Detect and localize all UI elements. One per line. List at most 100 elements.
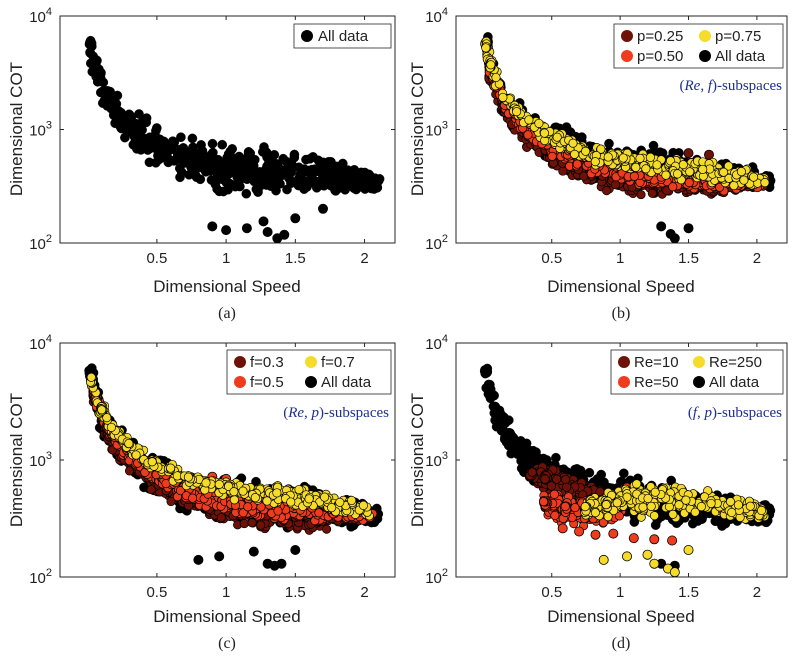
data-point <box>196 147 206 157</box>
data-point <box>516 456 526 466</box>
data-point <box>568 138 578 148</box>
data-point <box>358 500 368 510</box>
data-point <box>698 164 708 174</box>
legend-marker-p-0-75 <box>699 30 711 42</box>
data-point <box>313 180 323 191</box>
series-p-0-75 <box>480 36 770 191</box>
legend-label-f-0-5: f=0.5 <box>250 374 284 391</box>
data-point <box>539 128 550 138</box>
data-point <box>629 171 639 181</box>
data-point <box>151 123 162 133</box>
y-tick-label: 103 <box>29 450 52 470</box>
data-point <box>147 457 157 467</box>
data-point <box>188 493 198 503</box>
legend-label-f-0-7: f=0.7 <box>321 354 355 371</box>
data-point <box>749 172 759 182</box>
data-point <box>661 170 671 180</box>
data-point <box>509 441 520 452</box>
data-point <box>226 151 236 162</box>
x-tick-label: 1 <box>222 250 230 267</box>
legend-label-p-0-25: p=0.25 <box>637 28 683 45</box>
data-point <box>326 156 336 167</box>
data-point <box>736 167 746 177</box>
y-tick-label: 102 <box>29 233 52 253</box>
legend-marker-all-data <box>305 376 317 388</box>
legend-label-f-0-3: f=0.3 <box>250 354 284 371</box>
series-all-data <box>84 35 385 243</box>
data-point <box>210 179 221 189</box>
data-point <box>322 524 332 534</box>
outlier-point <box>290 213 301 224</box>
x-tick-label: 1.5 <box>678 250 699 267</box>
data-point <box>238 486 248 496</box>
data-point <box>342 174 352 184</box>
x-tick-label: 0.5 <box>146 250 167 267</box>
legend-label-all-data: All data <box>715 48 766 65</box>
y-tick-label: 103 <box>29 120 52 140</box>
legend-marker-f-0-3 <box>234 356 246 368</box>
outlier-point <box>221 225 232 236</box>
outlier-point <box>214 551 225 562</box>
data-point <box>282 184 292 195</box>
data-point <box>698 510 708 521</box>
outlier-point <box>656 221 667 232</box>
legend: All data <box>293 23 392 49</box>
data-point <box>486 60 496 70</box>
outlier-point <box>683 148 694 159</box>
data-point <box>356 167 367 178</box>
data-point <box>481 43 491 53</box>
data-point <box>684 178 694 188</box>
outlier-point <box>276 558 287 569</box>
data-point <box>235 181 245 192</box>
data-point <box>250 493 260 503</box>
data-point <box>205 166 216 176</box>
data-point <box>150 157 161 168</box>
data-point <box>261 150 272 161</box>
x-tick-label: 2 <box>360 584 368 601</box>
data-point <box>154 134 165 145</box>
data-point <box>317 163 328 173</box>
data-point <box>238 169 248 180</box>
y-axis-label: Dimensional COT <box>7 393 26 527</box>
data-point <box>214 479 224 489</box>
data-point <box>103 98 113 108</box>
data-point <box>300 176 311 187</box>
data-point <box>572 159 582 169</box>
data-point <box>760 178 770 188</box>
data-point <box>273 176 284 186</box>
data-point <box>304 494 314 504</box>
data-point <box>106 422 116 432</box>
legend-label-p-0-75: p=0.75 <box>715 28 761 45</box>
data-point <box>131 450 141 460</box>
data-point <box>650 520 661 530</box>
data-point <box>217 139 227 150</box>
legend-marker-p-0-25 <box>621 30 633 42</box>
data-point <box>522 448 532 458</box>
data-point <box>335 497 345 507</box>
data-point <box>195 174 206 185</box>
data-point <box>87 363 97 373</box>
legend-label-all-data: All data <box>318 28 369 45</box>
data-point <box>493 420 504 430</box>
data-point <box>320 492 330 502</box>
data-point <box>596 144 606 154</box>
data-point <box>274 165 285 176</box>
data-point <box>166 463 176 473</box>
data-point <box>272 488 282 498</box>
data-point <box>229 495 239 505</box>
data-point <box>296 167 306 178</box>
data-point <box>533 453 544 463</box>
x-tick-label: 1.5 <box>285 250 306 267</box>
outlier-point <box>669 233 680 243</box>
data-point <box>201 478 211 488</box>
data-point <box>216 513 226 523</box>
y-tick-label: 104 <box>29 333 52 353</box>
x-axis-label: Dimensional Speed <box>153 607 300 626</box>
outlier-point <box>290 545 301 556</box>
data-point <box>184 147 194 157</box>
data-point <box>273 506 283 516</box>
data-point <box>229 487 239 497</box>
y-tick-label: 102 <box>425 233 448 253</box>
